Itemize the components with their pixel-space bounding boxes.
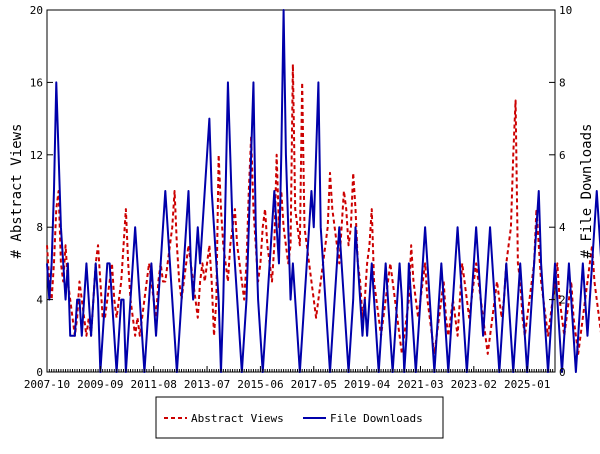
y-right-tick-label: 10 <box>559 4 572 17</box>
y-left-tick-label: 8 <box>36 221 43 234</box>
x-tick-label: 2009-09 <box>77 378 123 391</box>
legend-box <box>155 396 444 439</box>
legend-label-abstract-views: Abstract Views <box>191 412 284 425</box>
x-tick-label: 2019-04 <box>344 378 391 391</box>
y-axis-right: 0 2 4 6 8 10 <box>549 4 572 379</box>
y-axis-left: 0 4 8 12 16 20 <box>30 4 53 379</box>
x-tick-label: 2015-06 <box>237 378 283 391</box>
x-axis: 2007-10 2009-09 2011-08 2013-07 2015-06 2017-… <box>24 366 556 391</box>
y-right-tick-label: 6 <box>559 149 566 162</box>
x-tick-label: 2007-10 <box>24 378 70 391</box>
x-tick-label: 2017-05 <box>291 378 337 391</box>
x-tick-label: 2021-03 <box>397 378 443 391</box>
y-axis-left-title: # Abstract Views <box>9 124 25 259</box>
y-left-tick-label: 16 <box>30 76 43 89</box>
x-tick-label: 2023-02 <box>451 378 497 391</box>
y-left-tick-label: 0 <box>36 366 43 379</box>
y-right-tick-label: 2 <box>559 294 566 307</box>
y-right-tick-label: 8 <box>559 76 566 89</box>
y-left-tick-label: 20 <box>30 4 43 17</box>
y-right-tick-label: 4 <box>559 221 566 234</box>
x-tick-label: 2013-07 <box>184 378 230 391</box>
y-axis-right-title: # File Downloads <box>579 124 595 259</box>
y-right-tick-label: 0 <box>559 366 566 379</box>
series-line-file-downloads <box>46 9 600 373</box>
y-left-tick-label: 4 <box>36 294 43 307</box>
x-tick-label: 2011-08 <box>131 378 177 391</box>
x-tick-label: 2025-01 <box>504 378 550 391</box>
legend-label-file-downloads: File Downloads <box>330 412 423 425</box>
legend: Abstract Views File Downloads <box>155 396 444 439</box>
y-left-tick-label: 12 <box>30 149 43 162</box>
